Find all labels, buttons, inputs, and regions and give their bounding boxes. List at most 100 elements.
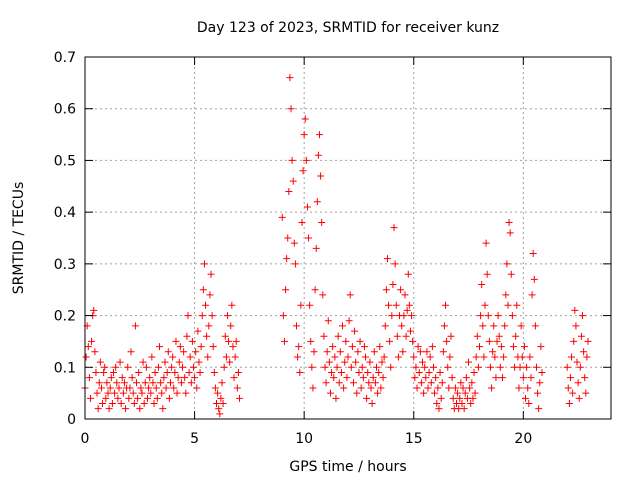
data-point <box>165 394 173 402</box>
data-point <box>322 379 330 387</box>
data-point <box>189 363 197 371</box>
data-point <box>227 322 235 330</box>
data-point <box>120 379 128 387</box>
data-point <box>198 312 206 320</box>
data-point <box>365 379 373 387</box>
data-point <box>412 363 420 371</box>
data-point <box>410 353 418 361</box>
data-point <box>486 363 494 371</box>
data-point <box>207 270 215 278</box>
data-point <box>93 389 101 397</box>
grid-lines <box>85 57 611 419</box>
data-point <box>321 363 329 371</box>
data-point <box>291 260 299 268</box>
data-point <box>217 394 225 402</box>
data-point <box>461 389 469 397</box>
data-point <box>156 343 164 351</box>
data-point <box>216 410 224 418</box>
data-point <box>423 348 431 356</box>
data-point <box>318 218 326 226</box>
data-point <box>451 384 459 392</box>
data-point <box>147 389 155 397</box>
data-point <box>372 363 380 371</box>
data-point <box>191 374 199 382</box>
data-point <box>466 384 474 392</box>
data-point <box>284 234 292 242</box>
data-point <box>408 312 416 320</box>
data-point <box>523 363 531 371</box>
data-point <box>431 389 439 397</box>
data-point <box>157 379 165 387</box>
data-point <box>84 343 92 351</box>
data-point <box>354 348 362 356</box>
data-point <box>500 353 508 361</box>
data-point <box>221 332 229 340</box>
data-point <box>122 405 130 413</box>
data-point <box>159 405 167 413</box>
data-point <box>355 368 363 376</box>
data-point <box>319 291 327 299</box>
y-tick-label: 0.7 <box>54 50 76 66</box>
data-point <box>164 348 172 356</box>
data-point <box>150 399 158 407</box>
data-point <box>421 363 429 371</box>
data-point <box>482 239 490 247</box>
data-point <box>211 384 219 392</box>
data-point <box>477 312 485 320</box>
data-point <box>335 379 343 387</box>
data-point <box>388 312 396 320</box>
data-point <box>392 301 400 309</box>
x-axis-label: GPS time / hours <box>289 459 406 475</box>
data-point <box>153 394 161 402</box>
data-point <box>215 405 223 413</box>
data-point <box>401 291 409 299</box>
data-point <box>519 374 527 382</box>
data-points <box>81 74 592 418</box>
data-point <box>232 337 240 345</box>
data-point <box>231 353 239 361</box>
data-point <box>222 353 230 361</box>
data-point <box>353 389 361 397</box>
data-point <box>278 213 286 221</box>
data-point <box>204 353 212 361</box>
data-point <box>506 229 514 237</box>
data-point <box>518 353 526 361</box>
data-point <box>280 337 288 345</box>
data-point <box>454 389 462 397</box>
data-point <box>305 234 313 242</box>
data-point <box>210 368 218 376</box>
data-point <box>459 384 467 392</box>
data-point <box>177 379 185 387</box>
data-point <box>141 379 149 387</box>
data-point <box>413 384 421 392</box>
data-point <box>568 353 576 361</box>
data-point <box>100 368 108 376</box>
data-point <box>169 353 177 361</box>
data-point <box>186 353 194 361</box>
data-point <box>400 312 408 320</box>
data-point <box>90 306 98 314</box>
data-point <box>290 239 298 247</box>
data-point <box>460 405 468 413</box>
data-point <box>301 115 309 123</box>
y-tick-label: 0.5 <box>54 153 76 169</box>
data-point <box>118 374 126 382</box>
data-point <box>525 399 533 407</box>
data-point <box>520 343 528 351</box>
data-point <box>471 389 479 397</box>
data-point <box>496 363 504 371</box>
data-point <box>179 363 187 371</box>
data-point <box>528 291 536 299</box>
data-point <box>302 156 310 164</box>
data-point <box>536 379 544 387</box>
data-point <box>383 255 391 263</box>
data-point <box>535 405 543 413</box>
data-point <box>225 337 233 345</box>
y-tick-label: 0.4 <box>54 205 76 221</box>
data-point <box>508 312 516 320</box>
data-point <box>99 399 107 407</box>
data-point <box>279 312 287 320</box>
data-point <box>115 384 123 392</box>
data-point <box>146 374 154 382</box>
data-point <box>446 353 454 361</box>
